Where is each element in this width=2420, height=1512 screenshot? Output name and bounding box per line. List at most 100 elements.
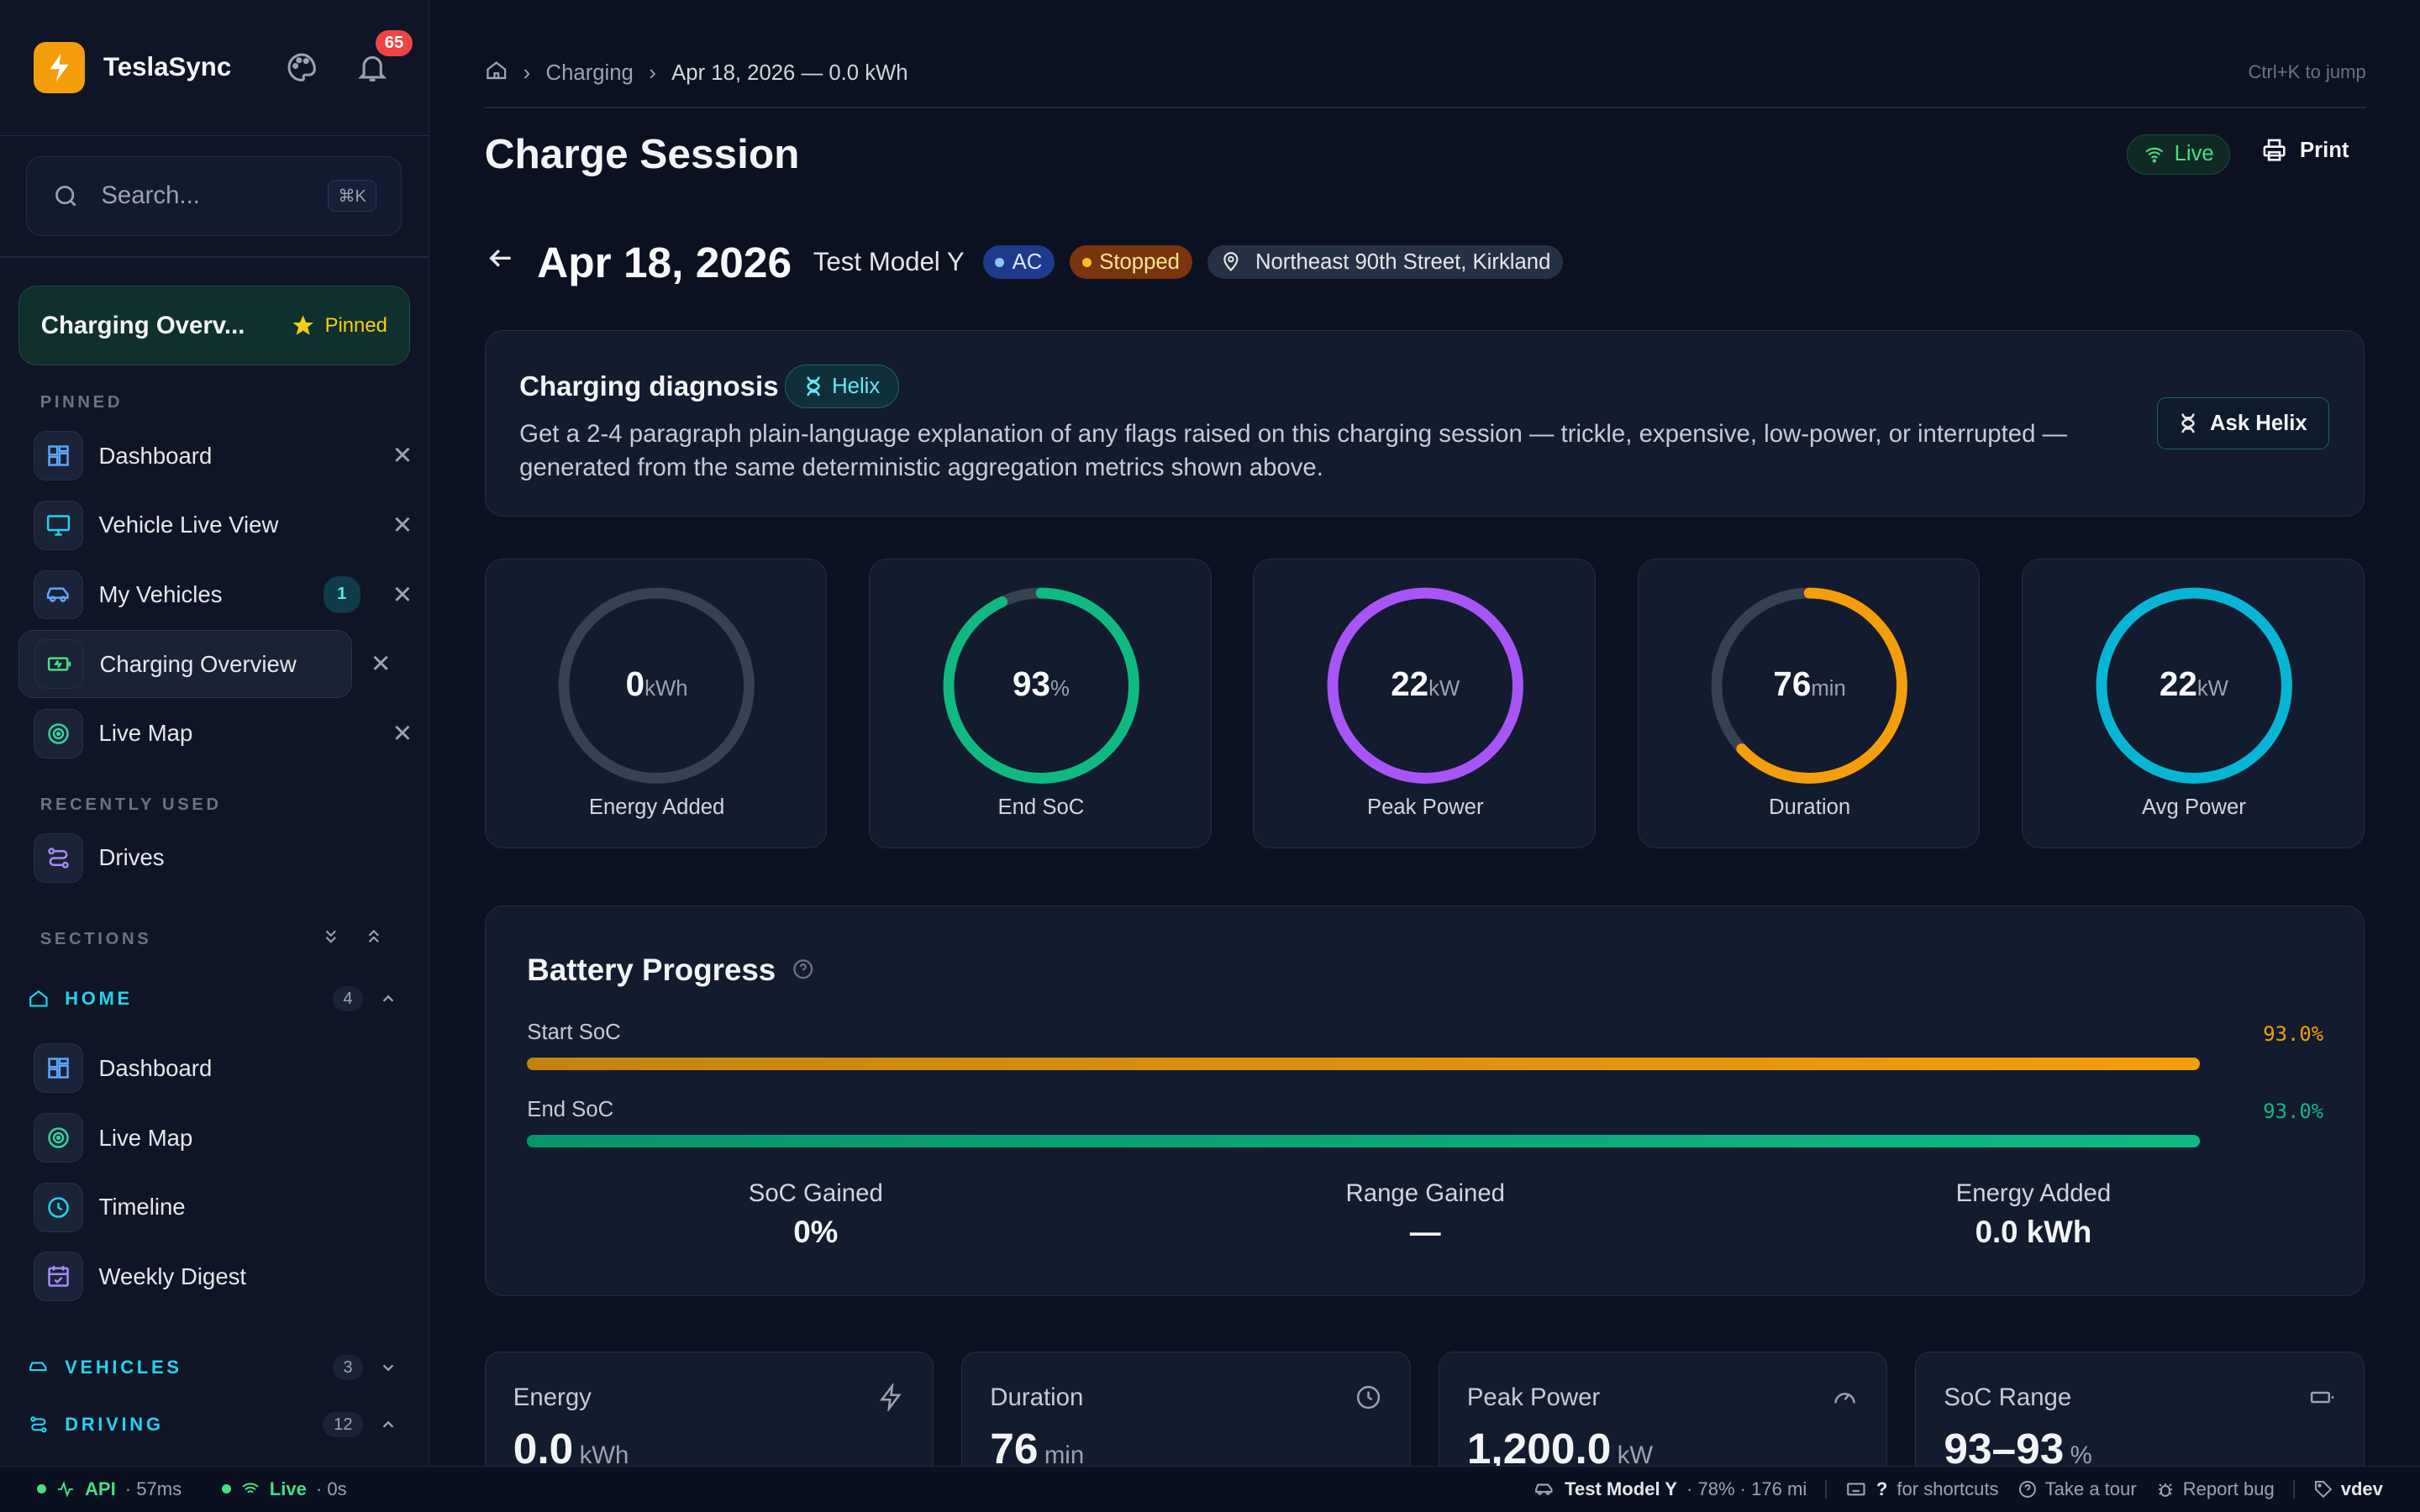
ring-label: Energy Added [588,795,725,819]
energy-added-ring [558,587,755,785]
pinned-page-card[interactable]: Charging Overv... Pinned [18,285,410,366]
ring-number: 22 [1391,664,1429,703]
palette-icon[interactable] [280,46,323,89]
unpin-close-icon[interactable]: ✕ [370,650,392,679]
unpin-close-icon[interactable]: ✕ [392,442,413,470]
sidebar-item-weekly-digest[interactable]: Weekly Digest [18,1242,410,1310]
ring-number: 22 [2159,664,2197,703]
divider [1825,1479,1828,1499]
sections-header: SECTIONS [0,926,429,954]
sidebar-item-label: Dashboard [98,442,213,469]
sidebar-item-dashboard[interactable]: Dashboard ✕ [18,422,413,490]
active-vehicle-indicator[interactable]: Test Model Y · 78% · 176 mi [1534,1478,1807,1500]
ring-progress-arc [1711,587,1908,785]
shortcut-key: ? [1876,1478,1888,1499]
group-driving[interactable]: DRIVING 12 [0,1399,429,1451]
battery-progress-title: Battery Progress [527,953,814,988]
ring-value: 22kW [2023,664,2365,704]
calendar-icon [34,1252,84,1302]
car-icon [29,1362,47,1372]
shortcuts-hint[interactable]: ? for shortcuts [1845,1478,1999,1500]
group-count: 4 [332,986,364,1012]
group-count: 3 [332,1354,364,1381]
end-soc-ring [943,587,1139,785]
report-label: Report bug [2182,1478,2275,1499]
sidebar-item-home-dashboard[interactable]: Dashboard [18,1034,410,1102]
sidebar-item-label: Dashboard [98,1054,213,1081]
breadcrumb-link-charging[interactable]: Charging [545,60,634,85]
take-a-tour-button[interactable]: Take a tour [2018,1478,2137,1500]
group-home[interactable]: HOME 4 [0,973,429,1025]
print-label: Print [2299,138,2349,162]
search-icon [55,185,76,207]
expand-all-icon[interactable] [320,926,342,954]
stat-card-duration: 76min Duration [1637,558,1981,849]
ring-value: 22kW [1254,664,1597,704]
ring-value: 93% [870,664,1213,704]
home-icon[interactable] [485,59,508,88]
start-soc-label: Start SoC [527,1021,621,1045]
helix-chip: Helix [785,365,900,408]
metric-unit: min [1044,1441,1085,1470]
unpin-close-icon[interactable]: ✕ [392,580,413,609]
soc-gained-value: 0% [793,1214,839,1249]
sidebar-item-charging-overview[interactable]: Charging Overview ✕ [18,630,392,699]
status-bar: API · 57ms Live · 0s Test Model Y · 78% … [0,1465,2420,1512]
group-vehicles[interactable]: VEHICLES 3 [0,1341,429,1394]
duration-ring [1711,587,1908,785]
status-label: Stopped [1099,249,1180,274]
back-arrow-icon[interactable] [485,243,516,282]
sidebar-item-live-map[interactable]: Live Map ✕ [18,700,413,768]
ring-unit: min [1811,676,1846,701]
divider [484,106,2366,108]
live-status-dot [221,1484,231,1494]
print-button[interactable]: Print [2261,137,2349,163]
sidebar-item-home-live-map[interactable]: Live Map [18,1104,410,1172]
session-header: Apr 18, 2026 Test Model Y AC Stopped Nor… [485,232,1579,293]
recent-section-label: RECENTLY USED [39,795,222,814]
sidebar-item-label: Live Map [98,720,193,747]
search-shortcut-hint: ⌘K [328,180,377,213]
breadcrumb-current: Apr 18, 2026 — 0.0 kWh [671,60,908,85]
sidebar-item-label: Vehicle Live View [98,512,279,538]
metric-unit: kW [1617,1441,1654,1470]
chevron-up-icon [382,995,394,1002]
chevron-up-icon [382,1420,394,1428]
notification-count-badge: 65 [375,30,413,56]
group-label: VEHICLES [65,1357,182,1378]
sidebar-item-vehicle-live-view[interactable]: Vehicle Live View ✕ [18,491,413,559]
end-soc-label: End SoC [527,1097,614,1121]
metric-value: 1,200.0 kW [1467,1423,1653,1473]
unpin-close-icon[interactable]: ✕ [392,511,413,539]
location-chip[interactable]: Northeast 90th Street, Kirkland [1207,245,1564,280]
sidebar-item-label: Timeline [98,1194,186,1221]
report-bug-button[interactable]: Report bug [2155,1478,2275,1500]
bolt-logo-icon[interactable] [34,42,86,93]
pinned-chip-label: Pinned [324,313,387,337]
stat-card-avg-power: 22kW Avg Power [2022,558,2365,849]
sidebar-item-my-vehicles[interactable]: My Vehicles 1 ✕ [18,561,413,629]
breadcrumb: › Charging › Apr 18, 2026 — 0.0 kWh [485,59,908,88]
grid-icon [34,431,84,481]
sections-label: SECTIONS [39,930,152,949]
sidebar-item-timeline[interactable]: Timeline [18,1173,410,1242]
ask-helix-button[interactable]: Ask Helix [2156,397,2330,450]
collapse-all-icon[interactable] [363,926,385,954]
metric-number: 0.0 [513,1424,574,1473]
status-dot [995,257,1005,267]
metric-label: Duration [990,1383,1084,1411]
chevron-right-icon: › [523,60,531,85]
help-circle-icon[interactable] [792,953,815,988]
sidebar-item-label: My Vehicles [98,581,223,607]
active-vehicle-name: Test Model Y [1565,1478,1677,1499]
sidebar-item-drives[interactable]: Drives [18,824,410,892]
stat-card-peak-power: 22kW Peak Power [1253,558,1597,849]
avg-power-ring [2096,587,2292,785]
live-label: Live [269,1478,307,1499]
notifications-button[interactable]: 65 [351,30,413,89]
search-input[interactable]: Search... ⌘K [26,155,402,236]
monitor-icon [34,500,84,550]
unpin-close-icon[interactable]: ✕ [392,719,413,748]
chevron-right-icon: › [649,60,656,85]
